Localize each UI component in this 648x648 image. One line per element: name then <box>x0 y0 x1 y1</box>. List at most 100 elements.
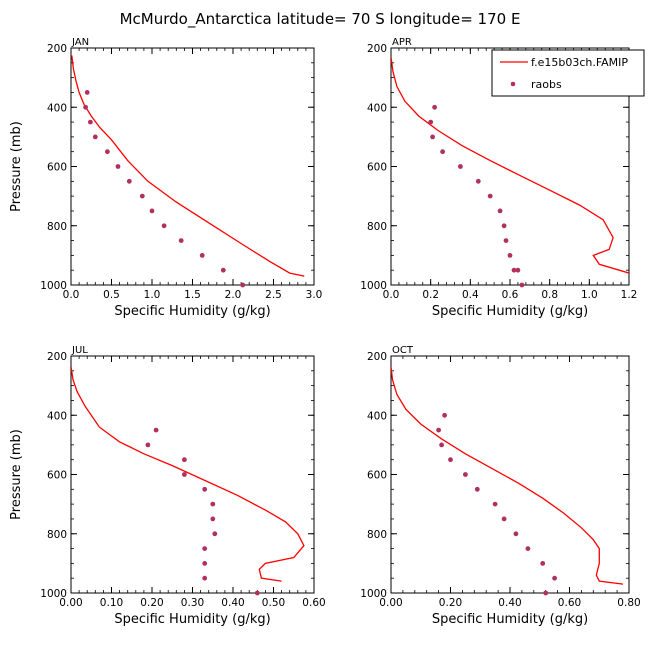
raobs-point <box>105 149 110 155</box>
y-tick-label: 1000 <box>40 588 67 600</box>
y-tick-label: 400 <box>47 410 67 422</box>
plot-frame <box>70 47 315 286</box>
raobs-point <box>475 178 481 184</box>
legend: f.e15b03ch.FAMIP raobs <box>491 49 645 97</box>
y-tick-label: 800 <box>367 221 387 233</box>
y-tick-label: 600 <box>367 162 387 174</box>
raobs-point <box>153 427 159 433</box>
raobs-point <box>139 193 145 199</box>
raobs-point <box>161 223 167 229</box>
y-tick-label: 1000 <box>40 280 67 292</box>
y-tick-label: 1000 <box>360 280 387 292</box>
y-tick-label: 400 <box>367 410 387 422</box>
raobs-point <box>458 164 463 169</box>
raobs-point <box>519 282 525 288</box>
raobs-point <box>497 208 503 214</box>
y-tick-label: 400 <box>47 102 67 114</box>
raobs-point <box>202 575 208 581</box>
x-tick-label: 0.50 <box>262 597 285 609</box>
raobs-point <box>126 178 132 184</box>
x-axis-label: Specific Humidity (g/kg) <box>432 304 588 319</box>
raobs-point <box>463 472 468 477</box>
panel-label: OCT <box>392 345 414 356</box>
x-tick-label: 0.30 <box>181 597 204 609</box>
panel-label: JUL <box>71 345 88 356</box>
raobs-point <box>540 561 546 566</box>
raobs-point <box>178 238 184 244</box>
x-tick-label: 1.5 <box>184 289 201 301</box>
raobs-point <box>199 253 205 258</box>
x-tick-label: 0.00 <box>379 597 402 609</box>
y-tick-label: 200 <box>367 43 387 55</box>
raobs-point <box>440 149 445 155</box>
panel-oct: OCT 0.00 0.20 0.40 0.60 0.80 200 400 600 800 1000 S… <box>360 345 640 627</box>
x-axis-label: Specific Humidity (g/kg) <box>432 612 588 627</box>
legend-raobs-label: raobs <box>531 78 562 91</box>
x-tick-label: 0.6 <box>502 289 519 301</box>
raobs-point <box>487 193 493 199</box>
raobs-point <box>428 119 434 125</box>
raobs-point <box>501 223 507 229</box>
x-tick-label: 0.80 <box>617 597 640 609</box>
raobs-point <box>115 164 121 169</box>
raobs-point <box>432 104 437 110</box>
y-tick-label: 800 <box>47 529 67 541</box>
raobs-point <box>182 472 187 477</box>
y-tick-label: 800 <box>367 529 387 541</box>
x-tick-label: 0.10 <box>100 597 123 609</box>
raobs-point <box>254 590 260 596</box>
raobs-point <box>507 253 513 258</box>
legend-raobs-marker <box>510 81 516 87</box>
x-tick-label: 0.0 <box>63 289 80 301</box>
x-tick-label: 0.60 <box>558 597 581 609</box>
x-tick-label: 0.0 <box>383 289 400 301</box>
y-tick-label: 600 <box>47 470 67 482</box>
model-profile-line <box>71 55 305 277</box>
raobs-point <box>439 442 444 448</box>
raobs-point <box>543 590 549 596</box>
x-tick-label: 0.40 <box>221 597 244 609</box>
raobs-point <box>202 546 208 551</box>
raobs-point <box>202 561 208 566</box>
panels: JAN 0.0 0.5 1.0 1.5 2.0 2.5 3.0 200 400 600 800 1000… <box>9 37 641 627</box>
y-tick-label: 600 <box>47 162 67 174</box>
panel-label: JAN <box>71 37 89 48</box>
raobs-point <box>149 208 155 214</box>
y-tick-label: 200 <box>47 43 67 55</box>
raobs-point <box>145 442 151 448</box>
x-tick-label: 1.0 <box>144 289 161 301</box>
x-tick-label: 1.2 <box>621 289 638 301</box>
x-tick-label: 0.5 <box>103 289 120 301</box>
y-tick-label: 1000 <box>360 588 387 600</box>
raobs-point <box>430 134 435 140</box>
x-tick-label: 0.00 <box>59 597 82 609</box>
raobs-point <box>492 501 498 507</box>
y-tick-label: 600 <box>367 470 387 482</box>
y-axis-label: Pressure (mb) <box>9 121 24 212</box>
y-tick-label: 200 <box>367 351 387 363</box>
figure-title: McMurdo_Antarctica latitude= 70 S longit… <box>120 10 521 29</box>
panel-jan: JAN 0.0 0.5 1.0 1.5 2.0 2.5 3.0 200 400 600 800 1000… <box>9 37 322 319</box>
x-tick-label: 3.0 <box>306 289 323 301</box>
x-tick-label: 0.4 <box>462 289 479 301</box>
x-tick-label: 0.20 <box>140 597 163 609</box>
x-tick-label: 0.8 <box>541 289 558 301</box>
raobs-point <box>511 267 517 273</box>
plot-frame <box>390 355 630 594</box>
x-tick-label: 0.20 <box>439 597 462 609</box>
y-tick-label: 400 <box>367 102 387 114</box>
raobs-point <box>84 90 90 95</box>
raobs-point <box>501 516 507 522</box>
raobs-point <box>442 412 447 418</box>
raobs-point <box>552 575 557 581</box>
y-tick-label: 200 <box>47 351 67 363</box>
legend-box <box>491 49 645 97</box>
y-axis-label: Pressure (mb) <box>9 429 24 520</box>
raobs-point <box>436 427 441 433</box>
x-tick-label: 1.0 <box>581 289 598 301</box>
x-tick-label: 0.40 <box>498 597 521 609</box>
raobs-point <box>515 267 521 273</box>
x-tick-label: 0.2 <box>422 289 439 301</box>
raobs-point <box>474 486 480 492</box>
raobs-point <box>88 119 93 125</box>
